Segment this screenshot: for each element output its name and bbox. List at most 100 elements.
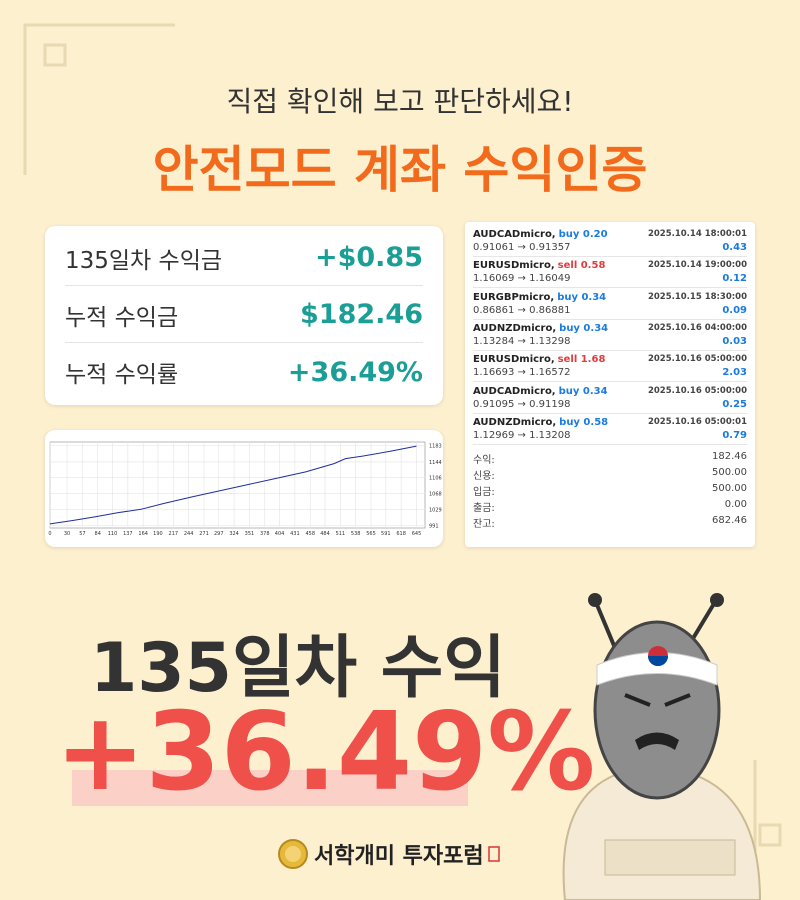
trade-time: 2025.10.14 19:00:00 [647,260,747,271]
trade-side: buy 0.58 [559,416,609,428]
trade-prices: 0.91061 → 0.91357 [473,242,571,253]
trade-symbol: AUDNZDmicro, [473,322,557,334]
x-tick-label: 378 [260,531,270,537]
x-tick-label: 84 [95,531,101,537]
trade-prices: 0.86861 → 0.86881 [473,304,571,316]
trade-profit: 2.03 [722,367,747,379]
trade-prices: 1.12969 → 1.13208 [473,429,571,441]
summary-label: 입금: [473,487,495,498]
trade-head: EURUSDmicro, sell 0.58 [473,260,605,271]
x-tick-label: 217 [169,531,179,537]
trade-time: 2025.10.14 18:00:01 [647,229,747,239]
equity-chart: 991 1029 1068 1106 1144 1183 0 30 57 84 110 137 164 1… [48,441,442,537]
x-tick-label: 190 [153,531,163,537]
trade-head: EURGBPmicro, buy 0.34 [473,292,606,303]
trade-profit: 0.25 [722,398,747,410]
trade-head: AUDCADmicro, buy 0.34 [473,386,608,397]
headline-days: 135일차 수익 [90,629,506,708]
summary-label: 신용: [473,471,495,482]
trade-profit: 0.09 [722,304,747,316]
trade-prices: 0.91095 → 0.91198 [473,398,571,410]
summary-value: 682.46 [712,515,747,526]
headline-percent: +36.49% [55,690,596,815]
mascot [562,593,762,900]
trade-symbol: EURUSDmicro, [473,260,555,272]
x-tick-label: 618 [396,531,406,537]
summary-label: 수익: [473,455,495,466]
equity-line [49,445,417,525]
trade-row: EURUSDmicro, sell 0.58 2025.10.14 19:00:00… [473,257,747,289]
x-tick-label: 110 [108,531,118,537]
trade-symbol: AUDCADmicro, [473,385,556,397]
trade-time: 2025.10.16 05:00:01 [647,416,747,427]
brand: 서학개미 투자포럼 [314,844,484,869]
x-tick-label: 164 [138,531,148,537]
trade-side: buy 0.34 [558,385,608,397]
highlight [72,770,468,806]
footer: 서학개미 투자포럼 [278,838,500,870]
x-tick-label: 0 [48,531,51,537]
trade-symbol: EURUSDmicro, [473,354,555,366]
stat-row: 누적 수익률 +36.49% [65,344,423,400]
trade-row: AUDCADmicro, buy 0.20 2025.10.14 18:00:01 0… [473,226,747,257]
trade-prices: 1.16069 → 1.16049 [473,273,571,285]
x-tick-label: 297 [214,531,224,537]
trade-time: 2025.10.16 05:00:00 [647,354,747,365]
stat-row: 누적 수익금 $182.46 [65,287,423,343]
x-tick-label: 511 [336,531,346,537]
summary-value: 500.00 [712,483,747,494]
seal [487,846,500,862]
trade-prices: 1.16693 → 1.16572 [473,367,571,379]
x-tick-label: 458 [305,531,315,537]
y-tick-label: 991 [429,524,439,530]
trade-symbol: AUDNZDmicro, [473,416,557,428]
title: 안전모드 계좌 수익인증 [152,141,648,199]
y-tick-label: 1068 [429,492,442,498]
stat-value: $182.46 [300,299,423,330]
trade-row: EURGBPmicro, buy 0.34 2025.10.15 18:30:00 0… [473,289,747,320]
trade-time: 2025.10.16 04:00:00 [647,322,747,333]
x-tick-label: 591 [381,531,391,537]
trade-time: 2025.10.15 18:30:00 [647,291,747,302]
trade-profit: 0.12 [722,273,747,285]
x-tick-label: 404 [275,531,285,537]
y-tick-label: 1144 [429,460,442,466]
x-tick-label: 57 [79,531,85,537]
stat-value: +36.49% [287,356,423,388]
summary-row: 출금: 0.00 [473,499,747,515]
x-tick-label: 271 [199,531,209,537]
logo-coin [278,839,308,869]
stats-card: 135일차 수익금 +$0.85 누적 수익금 $182.46 누적 수익률 +36.49… [45,226,443,405]
x-tick-label: 351 [245,531,255,537]
x-tick-label: 324 [229,531,239,537]
stat-label: 135일차 수익금 [65,247,223,274]
trade-side: buy 0.34 [559,322,609,334]
trade-head: AUDNZDmicro, buy 0.58 [473,417,608,428]
stat-row: 135일차 수익금 +$0.85 [65,230,423,286]
trade-prices: 1.13284 → 1.13298 [473,335,571,347]
trades-card: AUDCADmicro, buy 0.20 2025.10.14 18:00:01 0… [465,222,755,547]
x-tick-label: 30 [64,531,70,537]
trade-side: buy 0.34 [557,291,607,303]
subtitle: 직접 확인해 보고 판단하세요! [226,85,574,118]
summary-value: 0.00 [724,499,747,510]
trade-head: AUDNZDmicro, buy 0.34 [473,323,608,334]
trade-side: buy 0.20 [558,229,608,240]
trade-profit: 0.03 [722,335,747,347]
summary-value: 500.00 [712,467,747,478]
x-tick-label: 137 [123,531,133,537]
trade-symbol: AUDCADmicro, [473,229,556,240]
summary-row: 신용: 500.00 [473,467,747,483]
trade-head: EURUSDmicro, sell 1.68 [473,354,605,365]
trade-head: AUDCADmicro, buy 0.20 [473,229,608,240]
summary-value: 182.46 [712,451,747,462]
summary-row: 수익: 182.46 [473,451,747,467]
summary-label: 잔고: [473,519,495,530]
trade-side: sell 1.68 [557,354,606,366]
trade-time: 2025.10.16 05:00:00 [647,385,747,396]
x-tick-label: 565 [366,531,376,537]
stat-label: 누적 수익률 [65,362,179,388]
summary-row: 잔고: 682.46 [473,515,747,531]
